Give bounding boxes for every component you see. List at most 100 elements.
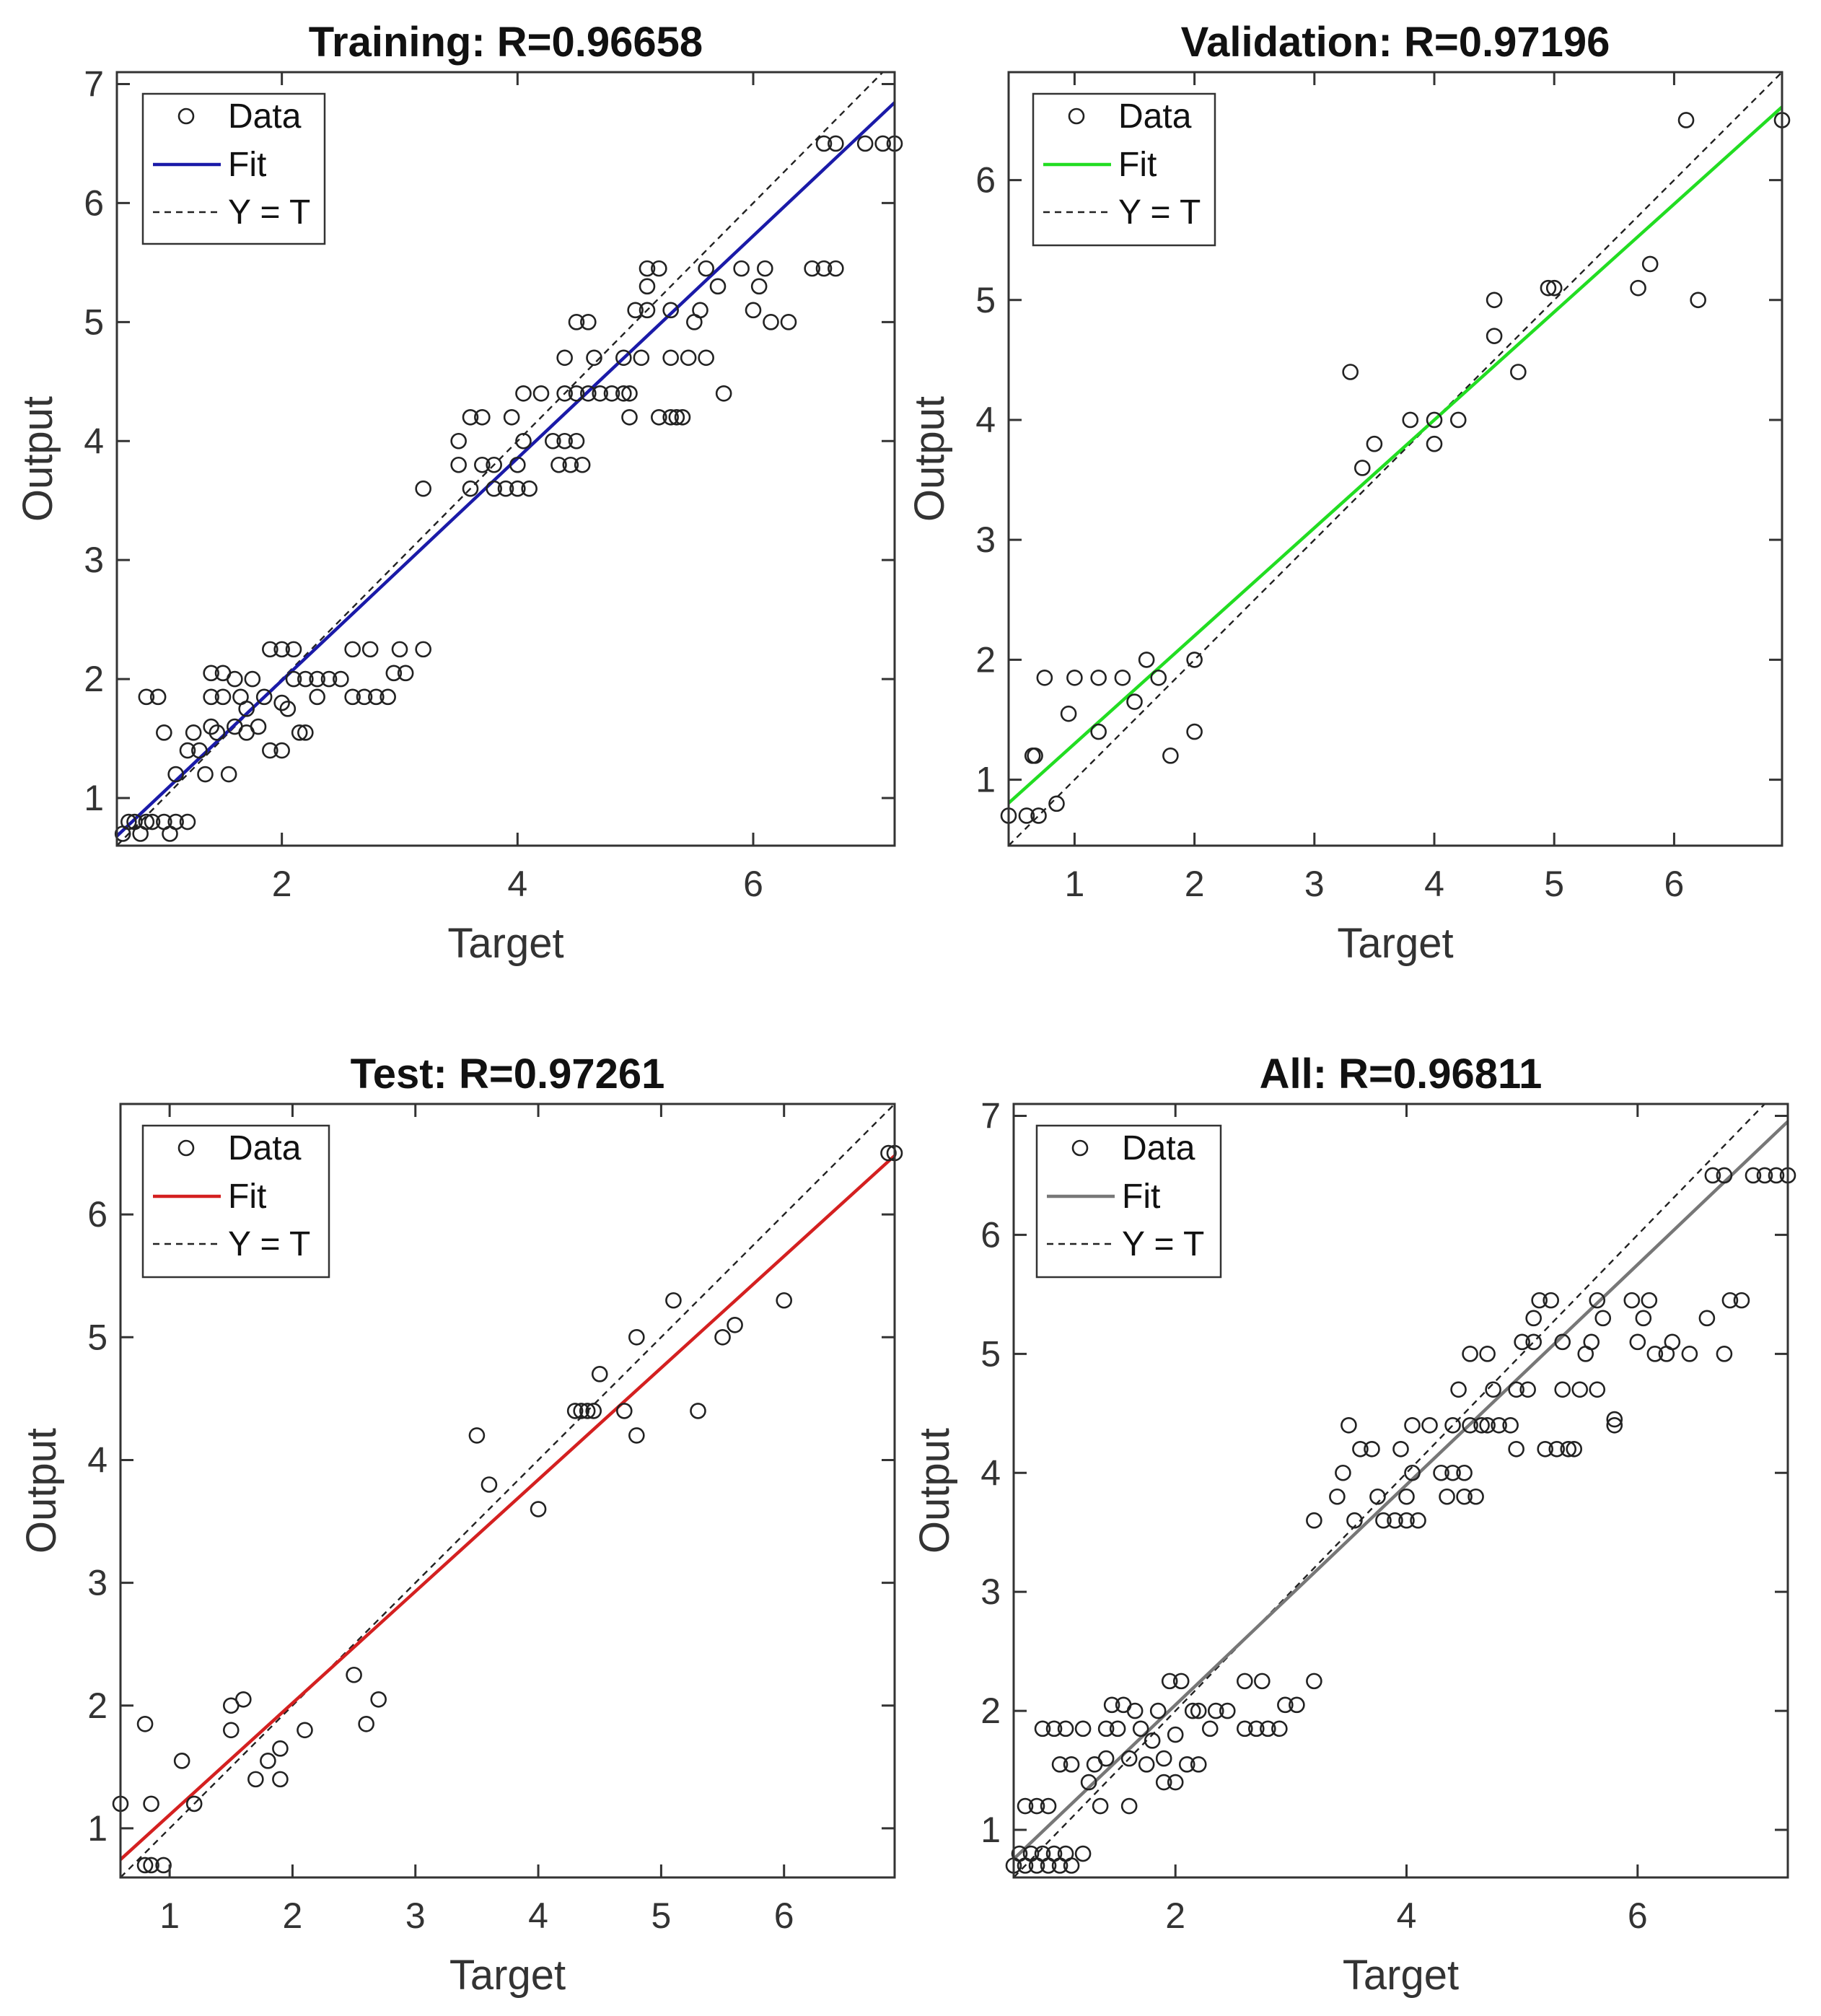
data-point <box>1340 1416 1357 1434</box>
data-point <box>1681 1346 1698 1362</box>
data-point <box>361 641 379 658</box>
data-point <box>1664 1333 1681 1351</box>
data-point <box>815 135 833 152</box>
data-point <box>1109 1720 1126 1737</box>
data-point <box>1184 1702 1201 1719</box>
data-point <box>1190 1756 1207 1773</box>
data-point <box>1028 1797 1045 1815</box>
fit-line <box>117 101 895 838</box>
data-point <box>1589 1292 1606 1309</box>
data-point <box>1510 364 1527 380</box>
data-point <box>333 670 349 688</box>
data-point <box>1467 1488 1484 1505</box>
data-point <box>585 1403 602 1419</box>
data-point <box>874 135 891 152</box>
panel-validation: 1 2 3 4 5 6 1 2 3 4 5 6 Validation: R=0.97196 Target O… <box>906 19 1791 967</box>
data-point <box>481 1476 498 1493</box>
data-point <box>1090 723 1107 740</box>
data-point <box>1353 460 1371 476</box>
data-point <box>1485 1381 1501 1398</box>
data-point <box>1444 1464 1461 1481</box>
x-tick-label: 4 <box>528 1896 548 1936</box>
y-tick-label: 3 <box>87 1563 107 1603</box>
data-point <box>297 670 314 688</box>
chart-title: All: R=0.96811 <box>1260 1051 1543 1097</box>
data-point <box>545 432 561 450</box>
data-point <box>804 260 820 277</box>
data-point <box>262 641 278 658</box>
data-point <box>1398 1512 1415 1529</box>
data-point <box>651 408 667 426</box>
y-tick-label: 4 <box>87 1439 107 1480</box>
data-point <box>1449 411 1467 429</box>
data-point <box>1126 693 1143 710</box>
x-tick-label: 2 <box>1165 1896 1185 1936</box>
data-point <box>550 456 567 473</box>
data-point <box>733 260 750 277</box>
data-point <box>1589 1381 1606 1398</box>
data-point <box>556 349 573 367</box>
data-point <box>574 456 591 473</box>
data-point <box>486 456 502 473</box>
data-point <box>1514 1333 1530 1351</box>
data-point <box>1677 112 1695 128</box>
data-point <box>260 1753 276 1769</box>
data-point <box>222 1722 240 1739</box>
axes-frame <box>119 1103 896 1879</box>
data-point <box>1745 1167 1762 1184</box>
y-axis-label: Output <box>906 396 953 522</box>
y-tick-label: 1 <box>84 778 104 818</box>
data-point <box>1051 1756 1069 1773</box>
data-point <box>1410 1512 1426 1529</box>
data-point <box>615 385 632 402</box>
y-tick-label: 3 <box>980 1572 1001 1612</box>
data-point <box>665 1292 682 1309</box>
data-point <box>690 1403 706 1419</box>
data-point <box>1486 292 1503 309</box>
data-point <box>497 480 514 497</box>
data-point <box>1277 1696 1294 1714</box>
data-point <box>1716 1167 1733 1184</box>
data-point <box>1167 1726 1184 1743</box>
x-tick-label: 6 <box>743 864 763 904</box>
data-point <box>1479 1416 1496 1434</box>
data-point <box>1698 1310 1716 1327</box>
data-point <box>1186 652 1203 668</box>
data-point <box>1306 1673 1322 1690</box>
data-point <box>621 385 638 402</box>
data-point <box>397 665 414 682</box>
data-point <box>391 641 408 658</box>
data-point <box>615 349 632 367</box>
data-point <box>136 1857 154 1874</box>
data-point <box>763 314 779 330</box>
data-point <box>815 260 833 277</box>
data-point <box>273 641 290 658</box>
axes-frame <box>1012 1103 1789 1879</box>
data-point <box>138 813 155 830</box>
legend-box <box>1035 1124 1222 1279</box>
legend-data-marker <box>1071 1139 1089 1157</box>
data-point <box>714 1329 731 1346</box>
data-point <box>1473 1416 1490 1434</box>
data-point <box>1433 1464 1449 1481</box>
data-point <box>662 349 679 367</box>
data-point <box>1540 279 1557 297</box>
data-point <box>185 1795 203 1813</box>
data-point <box>1329 1488 1346 1505</box>
y-tick-label: 7 <box>980 1095 1001 1136</box>
data-point <box>179 742 196 759</box>
x-tick-label: 2 <box>1185 864 1205 904</box>
data-point <box>1548 1440 1566 1458</box>
x-axis-label: Target <box>1337 920 1453 967</box>
y-tick-label: 5 <box>87 1317 107 1357</box>
data-point <box>1554 1333 1571 1351</box>
data-point <box>203 718 219 735</box>
data-point <box>167 813 184 830</box>
data-point <box>568 385 585 402</box>
data-point <box>1144 1732 1161 1749</box>
data-point <box>532 385 550 402</box>
data-point <box>745 302 762 319</box>
data-point <box>1606 1411 1623 1428</box>
data-point <box>1426 435 1443 452</box>
